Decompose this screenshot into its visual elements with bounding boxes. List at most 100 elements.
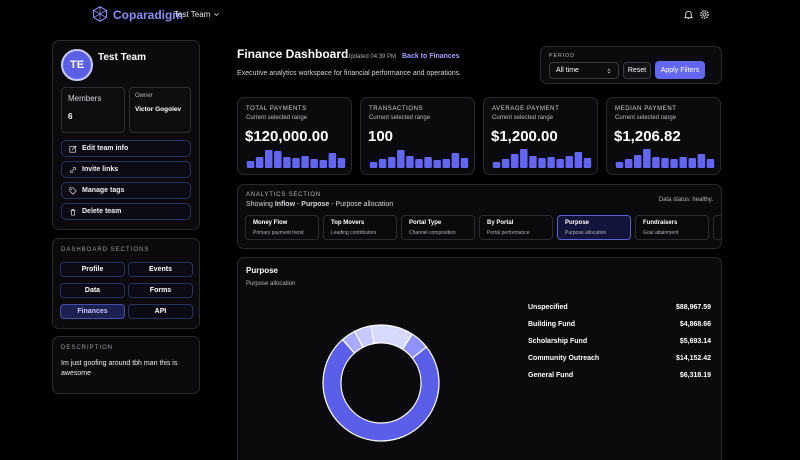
description-panel: DESCRIPTION Im just goofing around tbh m… bbox=[52, 336, 200, 394]
sparkline-bar bbox=[652, 157, 660, 168]
back-to-finances-link[interactable]: Back to Finances bbox=[402, 53, 460, 60]
sparkline-bar bbox=[337, 158, 346, 168]
showing-separator: - bbox=[331, 201, 334, 208]
reset-button[interactable]: Reset bbox=[623, 62, 651, 79]
sparkline-bar bbox=[255, 157, 264, 168]
team-switcher[interactable]: Test Team bbox=[174, 10, 220, 19]
edit-team-button[interactable]: Edit team info bbox=[61, 140, 191, 157]
sparkline-bar bbox=[451, 153, 460, 168]
gear-icon[interactable] bbox=[699, 9, 710, 20]
sparkline-bar bbox=[319, 160, 328, 168]
legend-label: Unspecified bbox=[528, 304, 568, 311]
sparkline-bar bbox=[406, 156, 414, 168]
sparkline-bar bbox=[378, 159, 387, 168]
sparkline-bar bbox=[246, 161, 255, 168]
sparkline-bar bbox=[424, 157, 432, 168]
stat-card-average-payment: AVERAGE PAYMENT Current selected range $… bbox=[483, 97, 598, 175]
delete-team-label: Delete team bbox=[82, 208, 122, 215]
logo-icon[interactable] bbox=[92, 6, 108, 22]
donut-slice-unspecified[interactable] bbox=[322, 338, 440, 442]
tab-subtitle: Purpose allocation bbox=[565, 230, 607, 236]
tab-more[interactable] bbox=[713, 215, 721, 240]
dashboard-sections-panel: DASHBOARD SECTIONS Profile Events Data F… bbox=[52, 238, 200, 329]
sparkline-bar bbox=[547, 157, 555, 168]
owner-card: Owner Victor Gogolev bbox=[129, 87, 191, 133]
sparkline-bar bbox=[328, 153, 337, 168]
analytics-section: ANALYTICS SECTION Showing Inflow - Purpo… bbox=[237, 184, 722, 249]
tab-title: By Portal bbox=[487, 220, 514, 226]
stat-sublabel: Current selected range bbox=[369, 115, 431, 121]
stat-sublabel: Current selected range bbox=[246, 115, 308, 121]
apply-filters-button[interactable]: Apply Filters bbox=[655, 61, 705, 79]
legend-label: General Fund bbox=[528, 372, 574, 379]
tab-top-movers[interactable]: Top Movers Leading contributors bbox=[323, 215, 397, 240]
tab-fundraisers[interactable]: Fundraisers Goal attainment bbox=[635, 215, 709, 240]
legend-value: $6,318.19 bbox=[679, 372, 711, 379]
members-count: 6 bbox=[68, 112, 73, 121]
section-profile-button[interactable]: Profile bbox=[60, 262, 125, 277]
section-data-button[interactable]: Data bbox=[60, 283, 125, 298]
dashboard-sections-title: DASHBOARD SECTIONS bbox=[61, 247, 150, 253]
tab-by-portal[interactable]: By Portal Portal performance bbox=[479, 215, 553, 240]
sparkline-bar bbox=[679, 157, 687, 168]
sparkline-bar bbox=[688, 158, 697, 168]
tab-title: Portal Type bbox=[409, 220, 442, 226]
tab-money-flow[interactable]: Money Flow Primary payment trend bbox=[245, 215, 319, 240]
tag-icon bbox=[69, 186, 77, 195]
sparkline-bar bbox=[643, 149, 651, 168]
sparkline-bar bbox=[670, 159, 678, 168]
stat-card-median-payment: MEDIAN PAYMENT Current selected range $1… bbox=[606, 97, 721, 175]
link-icon bbox=[70, 166, 76, 173]
legend-row: General Fund $6,318.19 bbox=[528, 372, 711, 379]
legend-row: Unspecified $88,967.59 bbox=[528, 304, 711, 311]
sparkline-bar bbox=[565, 156, 574, 168]
legend-row: Scholarship Fund $5,693.14 bbox=[528, 338, 711, 345]
tab-portal-type[interactable]: Portal Type Channel composition bbox=[401, 215, 475, 240]
period-select[interactable]: All time bbox=[549, 62, 619, 79]
donut-slice-general-fund[interactable] bbox=[401, 333, 428, 359]
invite-links-label: Invite links bbox=[82, 166, 119, 173]
page-subtitle: Executive analytics workspace for financ… bbox=[237, 70, 462, 77]
trash-icon bbox=[70, 208, 76, 216]
stat-label: MEDIAN PAYMENT bbox=[615, 106, 677, 112]
legend-label: Community Outreach bbox=[528, 355, 600, 362]
top-bar: Coparadigm Test Team bbox=[0, 0, 800, 30]
brand-name[interactable]: Coparadigm bbox=[113, 8, 184, 22]
manage-tags-button[interactable]: Manage tags bbox=[61, 182, 191, 199]
stat-value: $1,206.82 bbox=[614, 128, 681, 145]
tab-title: Top Movers bbox=[331, 220, 365, 226]
tab-subtitle: Channel composition bbox=[409, 230, 456, 236]
edit-icon bbox=[69, 145, 77, 153]
sparkline-bar bbox=[460, 158, 469, 168]
legend-value: $4,868.66 bbox=[679, 321, 711, 328]
team-name: Test Team bbox=[98, 52, 146, 63]
delete-team-button[interactable]: Delete team bbox=[61, 203, 191, 220]
section-finances-button[interactable]: Finances bbox=[60, 304, 125, 319]
showing-separator: - bbox=[296, 201, 300, 208]
sparkline-bar bbox=[433, 160, 441, 168]
period-label: PERIOD bbox=[549, 53, 575, 59]
filters-panel: PERIOD All time Reset Apply Filters bbox=[540, 46, 722, 84]
sparkline-bar bbox=[510, 154, 519, 168]
section-events-button[interactable]: Events bbox=[128, 262, 193, 277]
invite-links-button[interactable]: Invite links bbox=[61, 161, 191, 178]
sparkline-bar bbox=[538, 158, 546, 168]
section-forms-button[interactable]: Forms bbox=[128, 283, 193, 298]
chevron-updown-icon bbox=[607, 68, 611, 73]
donut-chart bbox=[322, 324, 440, 442]
tab-title: Money Flow bbox=[253, 220, 288, 226]
stat-label: AVERAGE PAYMENT bbox=[492, 106, 560, 112]
tab-subtitle: Primary payment trend bbox=[253, 230, 304, 236]
sparkline-bar bbox=[397, 150, 405, 168]
section-api-button[interactable]: API bbox=[128, 304, 193, 319]
period-select-value: All time bbox=[556, 67, 579, 74]
team-card: TE Test Team Members 6 Owner Victor Gogo… bbox=[52, 40, 200, 230]
bell-icon[interactable] bbox=[683, 9, 694, 20]
stat-value: 100 bbox=[368, 128, 394, 145]
stat-card-transactions: TRANSACTIONS Current selected range 100 bbox=[360, 97, 475, 175]
showing-prefix: Showing bbox=[246, 201, 273, 208]
tab-purpose[interactable]: Purpose Purpose allocation bbox=[557, 215, 631, 240]
tab-title: Purpose bbox=[565, 220, 590, 226]
sparkline-bar bbox=[369, 162, 378, 168]
team-switcher-label: Test Team bbox=[174, 10, 211, 19]
